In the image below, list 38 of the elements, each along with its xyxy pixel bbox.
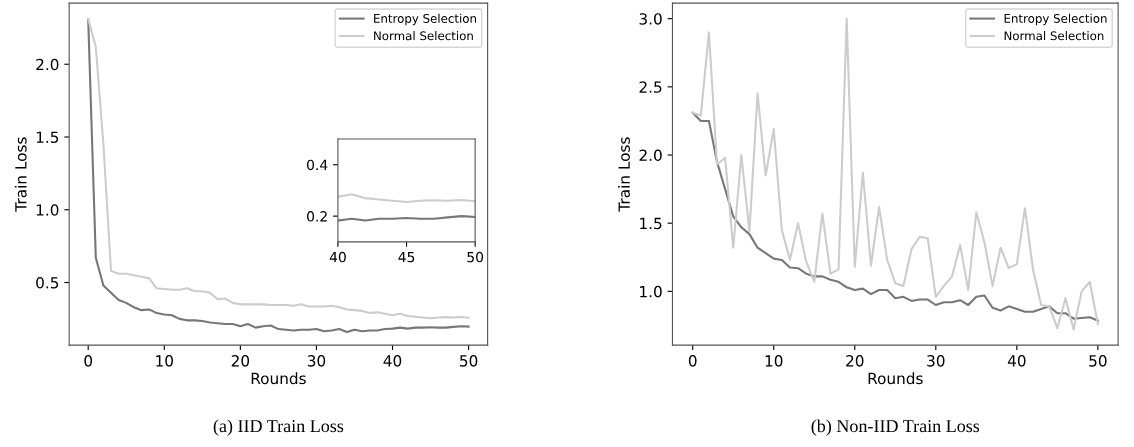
y-tick-label: 2.5 <box>639 81 662 93</box>
x-axis-title: Rounds <box>251 372 306 385</box>
x-axis-title: Rounds <box>868 372 923 385</box>
legend-label: Entropy Selection <box>1004 13 1107 26</box>
x-tick-label: 40 <box>329 251 346 263</box>
text: (b) Non-IID Train Loss <box>811 419 980 436</box>
x-tick-label: 0 <box>688 355 697 367</box>
line-series <box>337 193 476 204</box>
x-tick-label: 0 <box>84 355 93 367</box>
x-tick-label: 40 <box>383 355 402 367</box>
x-tick-label: 50 <box>467 251 484 263</box>
x-tick-label: 10 <box>765 355 783 367</box>
legend-label: Entropy Selection <box>374 13 476 26</box>
x-tick-label: 30 <box>307 355 326 367</box>
line-series <box>691 111 1099 322</box>
y-tick-label: 0.4 <box>307 159 328 171</box>
y-tick-label: 0.5 <box>36 276 59 289</box>
y-tick-label: 1.0 <box>640 285 662 298</box>
x-tick-label: 20 <box>846 355 864 367</box>
y-axis-title: Train Loss <box>618 137 630 212</box>
x-tick-label: 20 <box>231 355 250 367</box>
y-tick-label: 1.5 <box>640 217 662 230</box>
y-tick-label: 0.2 <box>307 211 327 222</box>
y-tick-label: 1.5 <box>36 131 59 144</box>
y-tick-label: 1.0 <box>36 204 59 216</box>
x-tick-label: 50 <box>460 355 478 367</box>
x-tick-label: 40 <box>1007 355 1026 367</box>
y-tick-label: 2.0 <box>639 149 662 162</box>
x-tick-label: 10 <box>156 355 173 367</box>
y-tick-label: 3.0 <box>639 13 662 25</box>
x-tick-label: 30 <box>927 355 945 367</box>
y-tick-label: 2.0 <box>36 58 59 71</box>
y-axis-title: Train Loss <box>14 137 27 212</box>
legend-label: Normal Selection <box>374 31 473 41</box>
x-tick-label: 45 <box>398 251 415 263</box>
text: (a) IID Train Loss <box>213 419 344 436</box>
legend-label: Normal Selection <box>1004 31 1104 41</box>
x-tick-label: 50 <box>1089 355 1107 367</box>
